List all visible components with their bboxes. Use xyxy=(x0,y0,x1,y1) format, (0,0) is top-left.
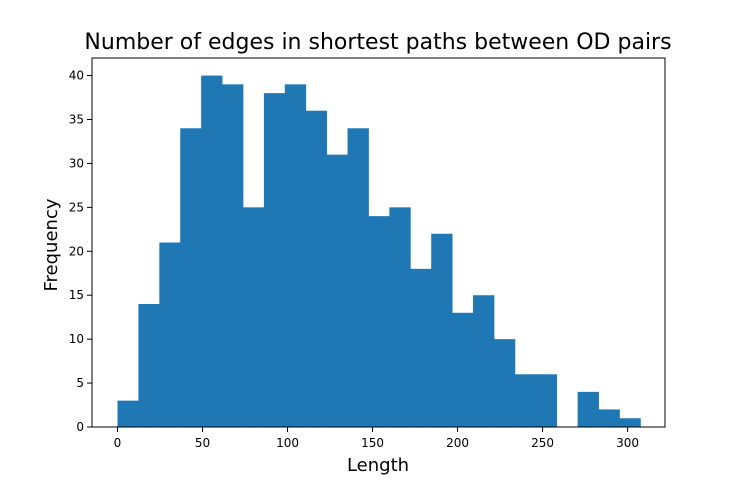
histogram-bar xyxy=(180,128,202,428)
bars-group xyxy=(117,75,641,428)
x-tick-label: 50 xyxy=(195,436,210,450)
y-tick-label: 10 xyxy=(69,332,84,346)
y-tick-label: 15 xyxy=(69,288,84,302)
x-tick-label: 300 xyxy=(616,436,639,450)
histogram-bar xyxy=(514,374,537,427)
histogram-bar xyxy=(535,374,558,427)
histogram-bar xyxy=(159,242,181,427)
y-axis-label: Frequency xyxy=(41,198,62,291)
x-ticks: 0 50 100 150 200 250 300 xyxy=(114,427,639,450)
histogram-bar xyxy=(410,268,432,427)
x-tick-label: 200 xyxy=(446,436,469,450)
y-tick-label: 30 xyxy=(69,156,84,170)
y-tick-label: 40 xyxy=(69,69,84,83)
histogram-bar xyxy=(368,216,390,427)
plot-frame xyxy=(91,57,666,428)
x-tick-label: 250 xyxy=(531,436,554,450)
y-tick-label: 20 xyxy=(69,244,84,258)
y-tick-label: 25 xyxy=(69,200,84,214)
histogram-bar xyxy=(389,207,411,427)
histogram-bar xyxy=(138,304,160,427)
histogram-bar xyxy=(347,128,369,428)
histogram-bar xyxy=(326,154,348,427)
histogram-bar xyxy=(284,84,307,427)
histogram-bar xyxy=(242,207,265,427)
histogram-bar xyxy=(263,93,286,428)
histogram-bar xyxy=(201,75,223,428)
x-tick-label: 150 xyxy=(361,436,384,450)
x-tick-label: 0 xyxy=(114,436,122,450)
histogram-bar xyxy=(117,400,139,427)
histogram-bar xyxy=(305,110,328,427)
y-ticks: 0 5 10 15 20 25 30 35 40 xyxy=(69,69,92,434)
histogram-bar xyxy=(431,233,453,427)
chart-title: Number of edges in shortest paths betwee… xyxy=(84,30,671,55)
histogram-bar xyxy=(222,84,244,427)
y-tick-label: 0 xyxy=(76,420,84,434)
histogram-bar xyxy=(473,295,495,427)
histogram-bar xyxy=(452,312,474,427)
y-tick-label: 5 xyxy=(76,376,84,390)
y-tick-label: 35 xyxy=(69,113,84,127)
histogram-bar xyxy=(598,409,620,427)
histogram-bar xyxy=(577,391,599,427)
histogram-bar xyxy=(493,339,516,427)
x-tick-label: 100 xyxy=(276,436,299,450)
histogram-bar xyxy=(619,418,641,427)
x-axis-label: Length xyxy=(347,455,409,476)
